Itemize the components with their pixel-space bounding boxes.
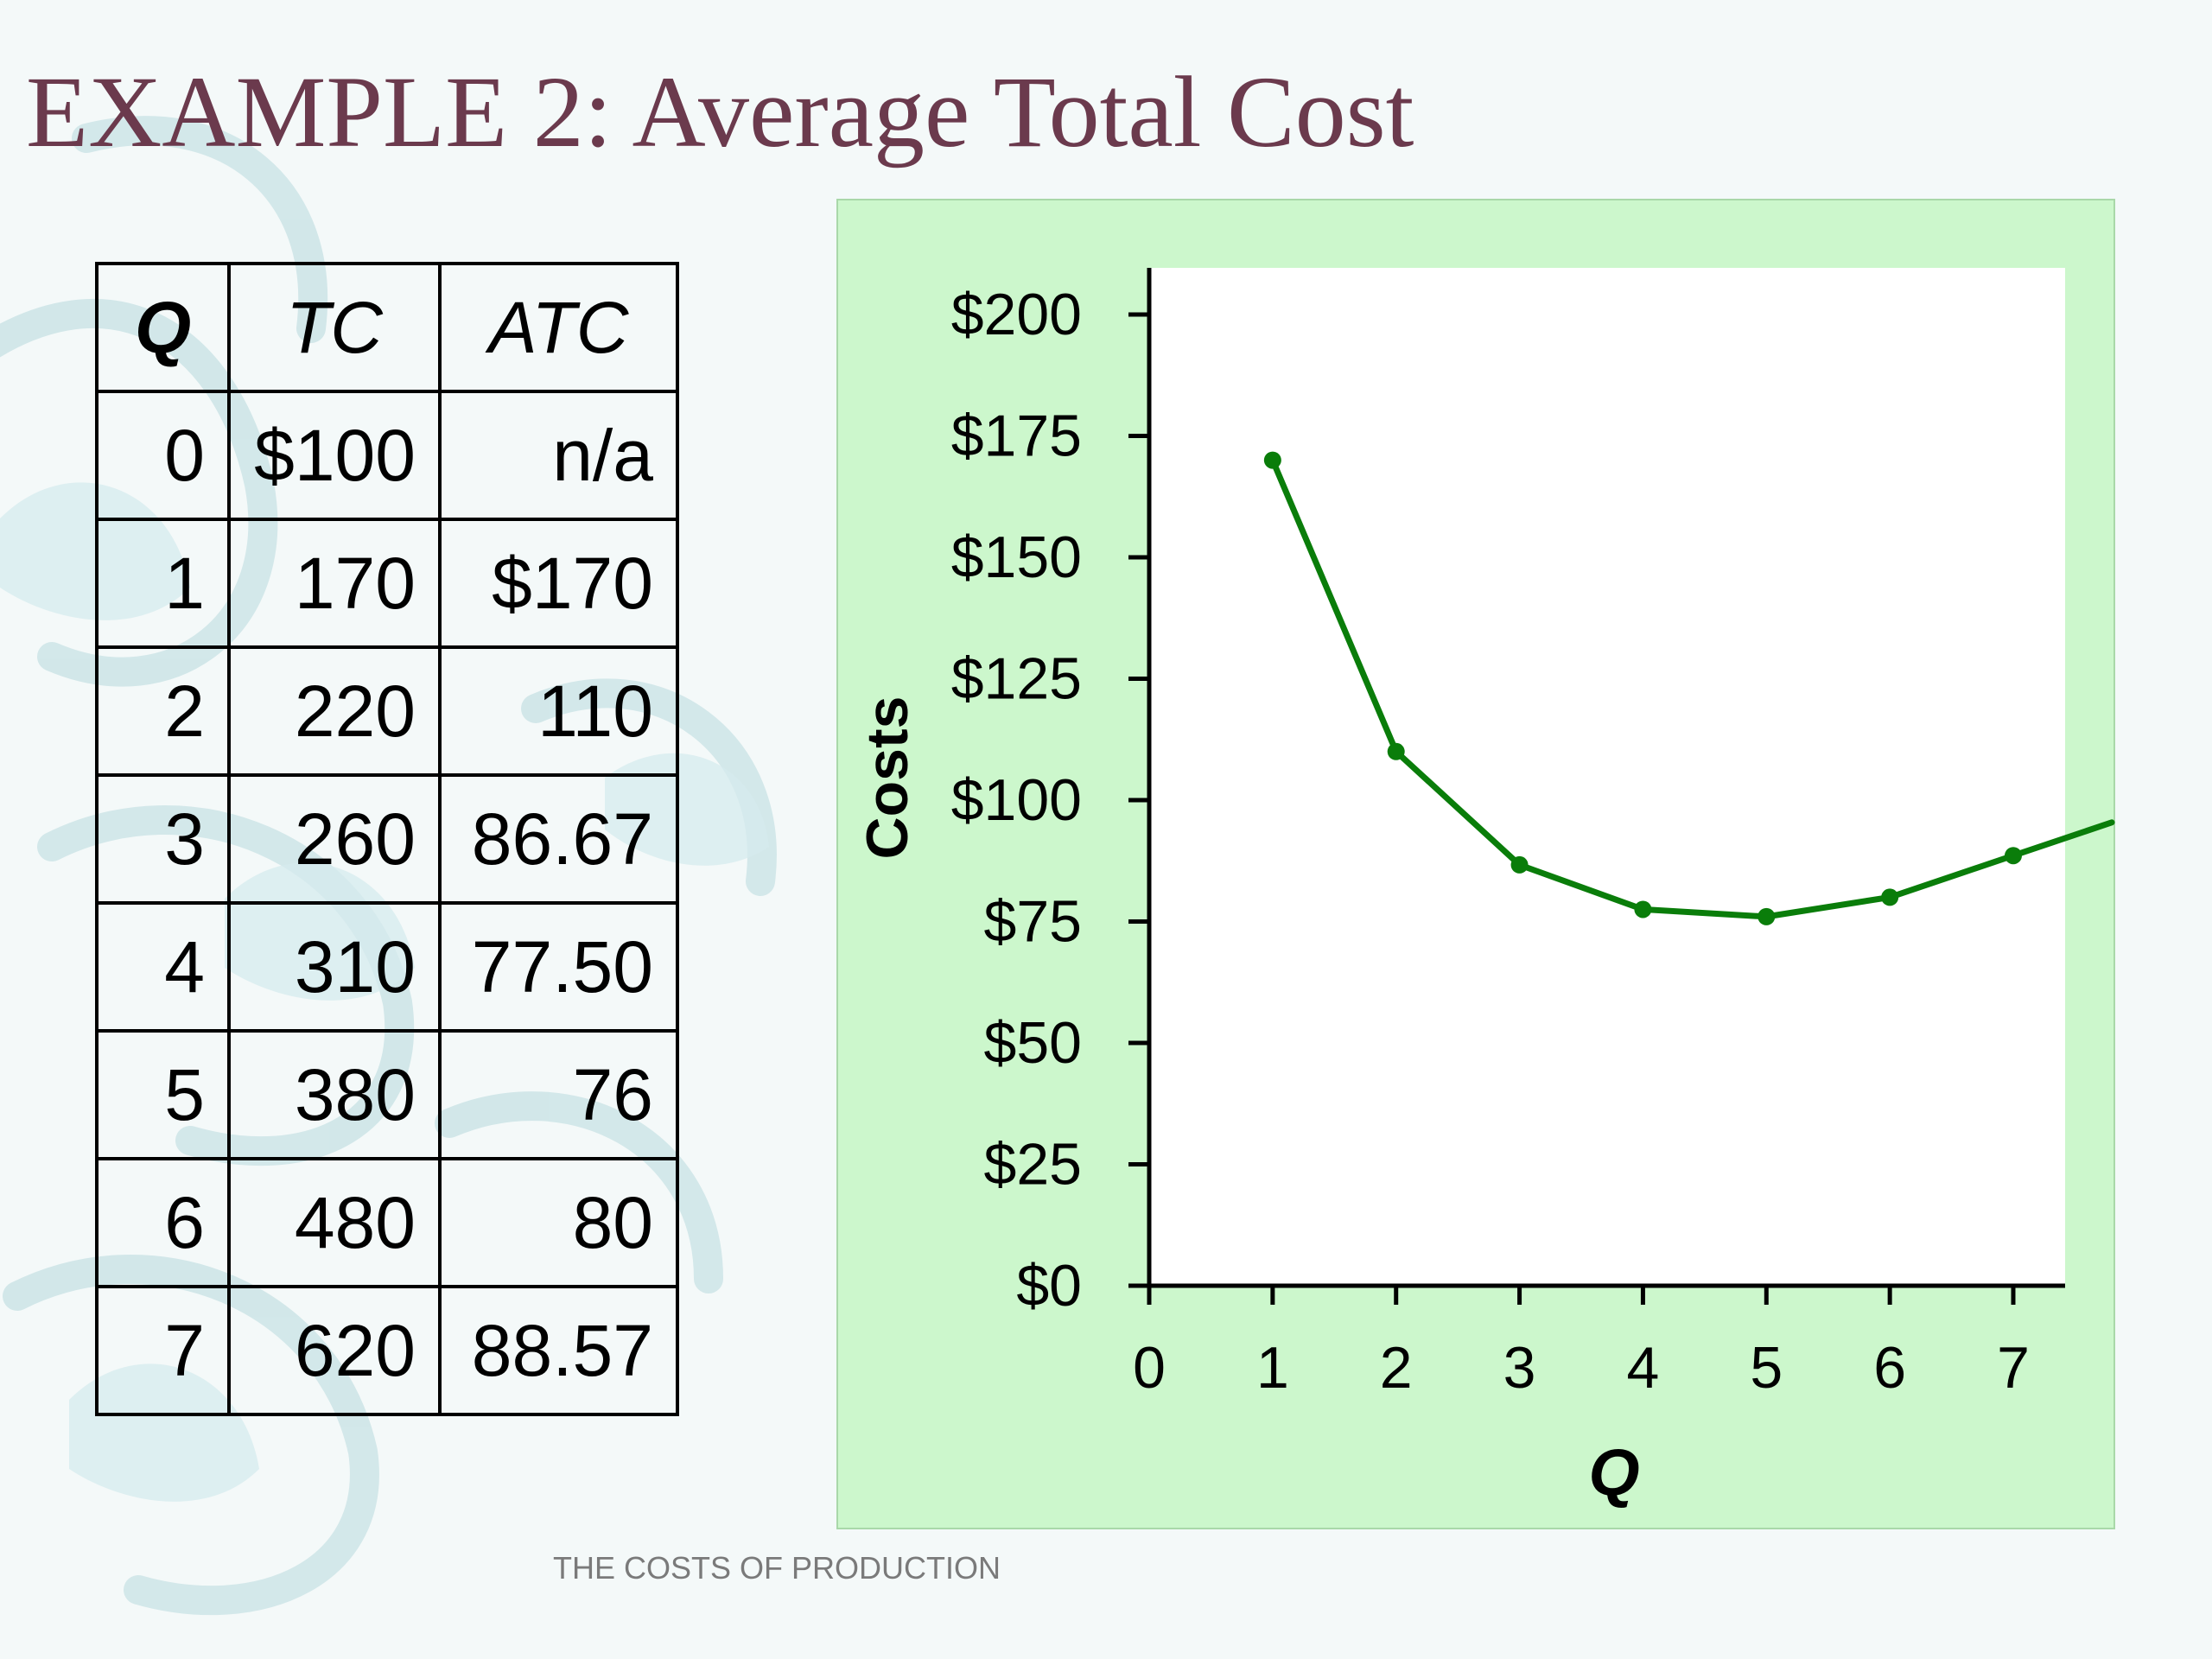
data-point xyxy=(1634,900,1652,918)
cell-tc: 260 xyxy=(227,773,442,905)
y-tick-label: $200 xyxy=(951,282,1082,347)
cell-tc: $100 xyxy=(227,390,442,521)
cell-tc: 380 xyxy=(227,1029,442,1160)
cell-tc: 620 xyxy=(227,1285,442,1416)
data-point xyxy=(2005,847,2022,865)
x-tick-label: 2 xyxy=(1380,1335,1413,1401)
x-tick-label: 3 xyxy=(1503,1335,1536,1401)
y-tick-label: $50 xyxy=(984,1010,1082,1076)
y-tick-label: $25 xyxy=(984,1132,1082,1198)
x-tick-label: 4 xyxy=(1627,1335,1660,1401)
y-tick-label: $0 xyxy=(1016,1253,1082,1319)
table-header-row: Q TC ATC xyxy=(95,262,679,393)
y-tick-label: $175 xyxy=(951,404,1082,469)
cell-atc: 86.67 xyxy=(438,773,679,905)
table-row: 1 170 $170 xyxy=(95,518,679,649)
y-tick-label: $150 xyxy=(951,524,1082,590)
y-axis-label: Costs xyxy=(855,696,920,860)
x-tick-label: 0 xyxy=(1133,1335,1166,1401)
x-tick-label: 1 xyxy=(1256,1335,1289,1401)
header-atc: ATC xyxy=(438,262,679,393)
header-q: Q xyxy=(95,262,231,393)
data-point xyxy=(1387,742,1405,760)
data-point xyxy=(1881,888,1899,906)
table-row: 7 620 88.57 xyxy=(95,1285,679,1416)
y-tick-label: $100 xyxy=(951,767,1082,833)
slide-title: EXAMPLE 2: Average Total Cost xyxy=(26,55,1414,168)
data-point xyxy=(1510,855,1529,874)
table-row: 0 $100 n/a xyxy=(95,390,679,521)
cell-tc: 220 xyxy=(227,645,442,777)
table-row: 5 380 76 xyxy=(95,1029,679,1160)
cost-table: Q TC ATC 0 $100 n/a 1 170 $170 2 220 110… xyxy=(95,262,679,1416)
cell-q: 0 xyxy=(95,390,231,521)
cell-tc: 310 xyxy=(227,901,442,1033)
cell-atc: 110 xyxy=(438,645,679,777)
cell-q: 2 xyxy=(95,645,231,777)
slide-footer: THE COSTS OF PRODUCTION xyxy=(553,1550,1001,1586)
x-axis-label: Q xyxy=(1588,1436,1639,1510)
cell-tc: 480 xyxy=(227,1157,442,1288)
table-row: 6 480 80 xyxy=(95,1157,679,1288)
cell-q: 3 xyxy=(95,773,231,905)
cell-q: 1 xyxy=(95,518,231,649)
data-point xyxy=(1758,907,1776,925)
cell-atc: 88.57 xyxy=(438,1285,679,1416)
cell-atc: n/a xyxy=(438,390,679,521)
y-tick-label: $125 xyxy=(951,646,1082,712)
atc-chart: $0 $25 $50 $75 $100 $125 $150 $175 $200 0 1 2 3 4 5 6 7 Q… xyxy=(836,199,2115,1529)
plot-area xyxy=(1149,268,2065,1286)
cell-q: 7 xyxy=(95,1285,231,1416)
cell-atc: 80 xyxy=(438,1157,679,1288)
cell-tc: 170 xyxy=(227,518,442,649)
data-point xyxy=(1263,451,1281,469)
header-tc: TC xyxy=(227,262,442,393)
cell-q: 6 xyxy=(95,1157,231,1288)
cell-q: 4 xyxy=(95,901,231,1033)
table-row: 4 310 77.50 xyxy=(95,901,679,1033)
x-tick-label: 5 xyxy=(1750,1335,1783,1401)
cell-q: 5 xyxy=(95,1029,231,1160)
cell-atc: 77.50 xyxy=(438,901,679,1033)
series-line-extension xyxy=(2010,819,2115,859)
x-tick-label: 6 xyxy=(1873,1335,1906,1401)
table-row: 2 220 110 xyxy=(95,645,679,777)
cell-atc: $170 xyxy=(438,518,679,649)
y-tick-label: $75 xyxy=(984,889,1082,955)
cell-atc: 76 xyxy=(438,1029,679,1160)
x-tick-label: 7 xyxy=(1997,1335,2030,1401)
table-row: 3 260 86.67 xyxy=(95,773,679,905)
